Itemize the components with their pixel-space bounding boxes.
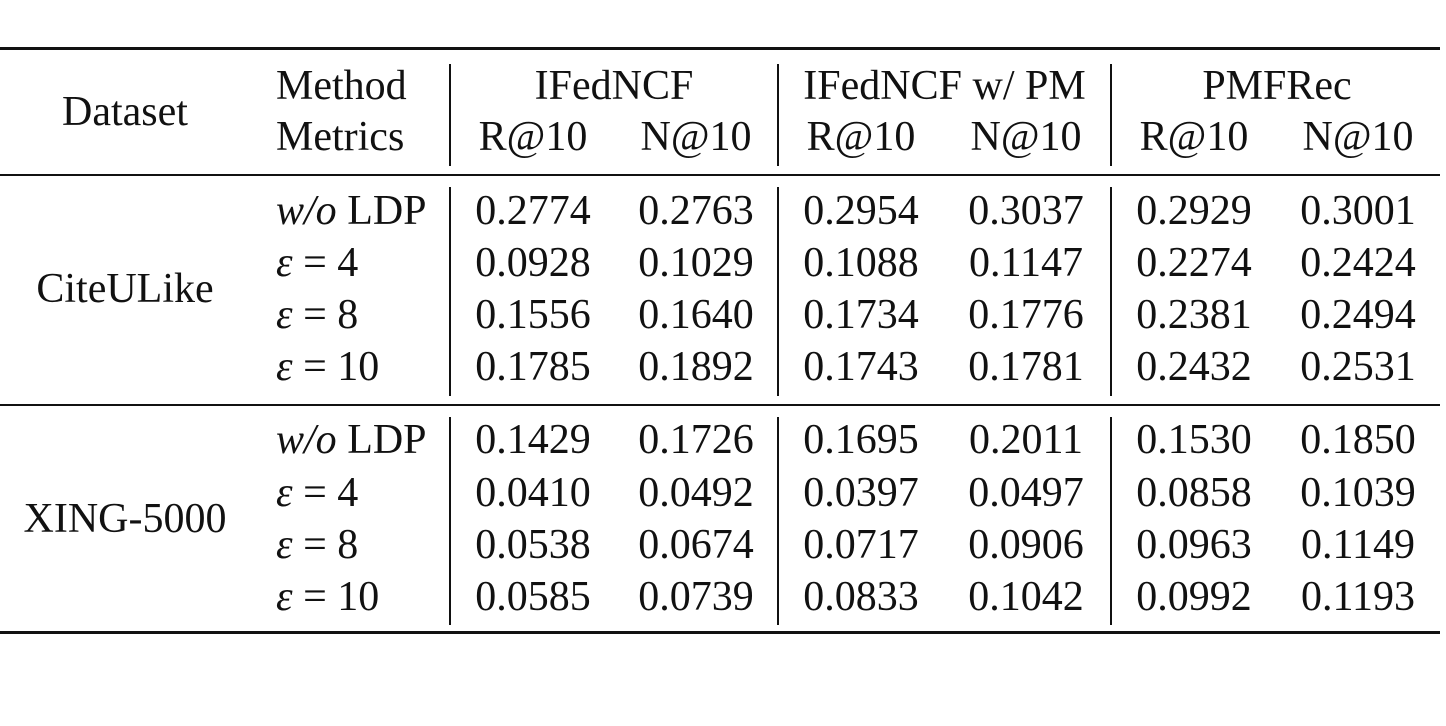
setting-label: w/o LDP (276, 416, 427, 464)
value-cell: 0.0585 (475, 574, 591, 620)
value-cell: 0.2424 (1300, 240, 1416, 286)
top-rule (0, 47, 1440, 50)
value-cell: 0.0963 (1136, 522, 1252, 568)
metric-header: N@10 (640, 114, 752, 160)
setting-label-rest: LDP (336, 188, 427, 234)
setting-label: ε = 8 (276, 291, 358, 339)
value-cell: 0.1530 (1136, 417, 1252, 463)
header-vline-3 (1110, 64, 1112, 166)
metric-header: R@10 (806, 114, 916, 160)
value-cell: 0.3001 (1300, 188, 1416, 234)
setting-label-rest: = 8 (292, 292, 359, 338)
setting-label-italic: ε (276, 344, 293, 390)
group2-vline-2 (777, 417, 779, 625)
value-cell: 0.1039 (1300, 470, 1416, 516)
value-cell: 0.3037 (968, 188, 1084, 234)
setting-label-rest: = 4 (292, 240, 359, 286)
value-cell: 0.2954 (803, 188, 919, 234)
setting-label-italic: w/o (276, 188, 337, 234)
header-rule (0, 174, 1440, 176)
setting-label-rest: = 10 (292, 344, 380, 390)
value-cell: 0.1695 (803, 417, 919, 463)
setting-label-rest: = 10 (292, 574, 380, 620)
value-cell: 0.1556 (475, 292, 591, 338)
value-cell: 0.0397 (803, 470, 919, 516)
value-cell: 0.1640 (638, 292, 754, 338)
value-cell: 0.0928 (475, 240, 591, 286)
dataset-header: Dataset (62, 89, 188, 135)
value-cell: 0.1429 (475, 417, 591, 463)
group1-vline-3 (1110, 187, 1112, 396)
method-name-pmfrec: PMFRec (1202, 63, 1352, 109)
metrics-header: Metrics (276, 114, 405, 160)
value-cell: 0.2432 (1136, 344, 1252, 390)
value-cell: 0.1149 (1301, 522, 1415, 568)
setting-label-italic: ε (276, 470, 293, 516)
value-cell: 0.1892 (638, 344, 754, 390)
setting-label: w/o LDP (276, 187, 427, 235)
method-name-ifedncf-pm: IFedNCF w/ PM (803, 63, 1086, 109)
setting-label-italic: ε (276, 292, 293, 338)
value-cell: 0.2381 (1136, 292, 1252, 338)
group-separator-rule (0, 404, 1440, 406)
dataset-name-xing-5000: XING-5000 (23, 496, 227, 542)
method-header: Method (276, 63, 407, 109)
value-cell: 0.2011 (969, 417, 1083, 463)
value-cell: 0.0858 (1136, 470, 1252, 516)
value-cell: 0.1743 (803, 344, 919, 390)
setting-label: ε = 4 (276, 469, 358, 517)
header-vline-2 (777, 64, 779, 166)
value-cell: 0.0538 (475, 522, 591, 568)
value-cell: 0.1781 (968, 344, 1084, 390)
value-cell: 0.1042 (968, 574, 1084, 620)
value-cell: 0.1734 (803, 292, 919, 338)
setting-label-italic: ε (276, 574, 293, 620)
value-cell: 0.0410 (475, 470, 591, 516)
dataset-name-citeulike: CiteULike (36, 266, 214, 312)
value-cell: 0.0674 (638, 522, 754, 568)
setting-label: ε = 10 (276, 573, 379, 621)
setting-label-italic: ε (276, 522, 293, 568)
setting-label-rest: = 8 (292, 522, 359, 568)
value-cell: 0.1193 (1301, 574, 1415, 620)
group1-vline-1 (449, 187, 451, 396)
value-cell: 0.0906 (968, 522, 1084, 568)
value-cell: 0.2763 (638, 188, 754, 234)
setting-label-rest: LDP (336, 417, 427, 463)
group2-vline-3 (1110, 417, 1112, 625)
metric-header: N@10 (970, 114, 1082, 160)
setting-label-rest: = 4 (292, 470, 359, 516)
value-cell: 0.1776 (968, 292, 1084, 338)
setting-label-italic: w/o (276, 417, 337, 463)
bottom-rule (0, 631, 1440, 634)
value-cell: 0.1029 (638, 240, 754, 286)
method-name-ifedncf: IFedNCF (534, 63, 694, 109)
metric-header: N@10 (1302, 114, 1414, 160)
group1-vline-2 (777, 187, 779, 396)
value-cell: 0.0492 (638, 470, 754, 516)
metric-header: R@10 (478, 114, 588, 160)
value-cell: 0.1147 (969, 240, 1083, 286)
group2-vline-1 (449, 417, 451, 625)
setting-label-italic: ε (276, 240, 293, 286)
value-cell: 0.2274 (1136, 240, 1252, 286)
value-cell: 0.1726 (638, 417, 754, 463)
setting-label: ε = 4 (276, 239, 358, 287)
setting-label: ε = 8 (276, 521, 358, 569)
value-cell: 0.1850 (1300, 417, 1416, 463)
header-vline-1 (449, 64, 451, 166)
value-cell: 0.0717 (803, 522, 919, 568)
value-cell: 0.1785 (475, 344, 591, 390)
metric-header: R@10 (1139, 114, 1249, 160)
value-cell: 0.2494 (1300, 292, 1416, 338)
value-cell: 0.0497 (968, 470, 1084, 516)
value-cell: 0.0833 (803, 574, 919, 620)
value-cell: 0.2774 (475, 188, 591, 234)
value-cell: 0.0739 (638, 574, 754, 620)
value-cell: 0.1088 (803, 240, 919, 286)
value-cell: 0.2929 (1136, 188, 1252, 234)
value-cell: 0.0992 (1136, 574, 1252, 620)
value-cell: 0.2531 (1300, 344, 1416, 390)
setting-label: ε = 10 (276, 343, 379, 391)
